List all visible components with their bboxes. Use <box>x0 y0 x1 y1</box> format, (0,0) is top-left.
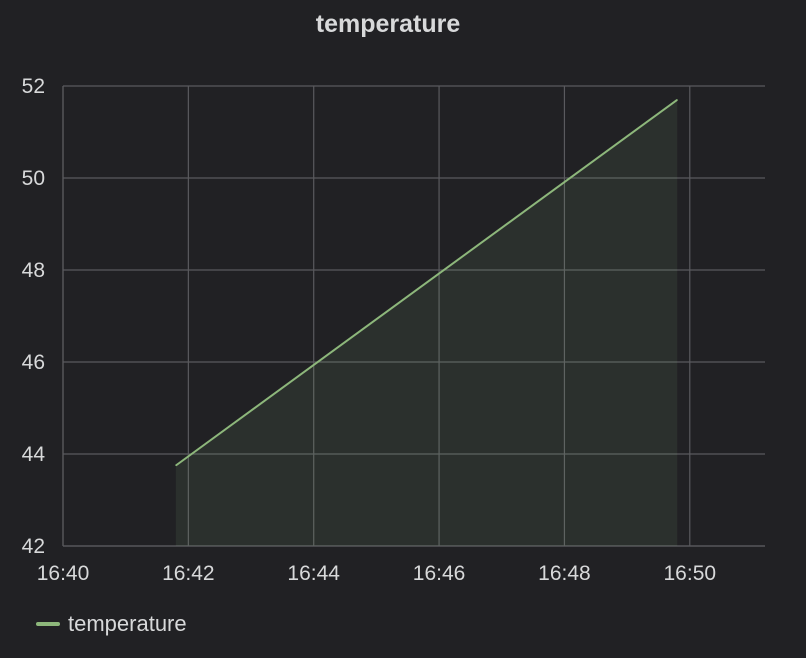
series-line-temperature <box>175 98 678 467</box>
y-tick-label-44: 44 <box>22 443 46 466</box>
y-tick-label-52: 52 <box>22 75 45 98</box>
y-tick-label-48: 48 <box>22 259 45 282</box>
x-tick-label-1650: 16:50 <box>664 562 717 585</box>
data-point-temperature-0 <box>175 465 177 466</box>
x-tick-label-1642: 16:42 <box>162 562 215 585</box>
x-tick-label-1646: 16:46 <box>413 562 466 585</box>
x-tick-label-1648: 16:48 <box>538 562 591 585</box>
legend-label-temperature[interactable]: temperature <box>68 611 187 636</box>
panel-title[interactable]: temperature <box>315 10 461 38</box>
y-tick-label-50: 50 <box>22 167 45 190</box>
series-area-temperature <box>175 99 678 547</box>
y-tick-label-42: 42 <box>22 535 45 558</box>
x-tick-label-1644: 16:44 <box>287 562 340 585</box>
data-point-temperature-1 <box>676 99 678 101</box>
legend-swatch-temperature <box>36 622 60 626</box>
x-tick-label-1640: 16:40 <box>37 562 90 585</box>
y-tick-label-46: 46 <box>22 351 45 374</box>
chart-legend: temperature <box>36 610 187 638</box>
chart-plot: 42 44 46 48 50 52 16:40 16:42 16:44 16:46 16:48 16:… <box>22 75 765 585</box>
